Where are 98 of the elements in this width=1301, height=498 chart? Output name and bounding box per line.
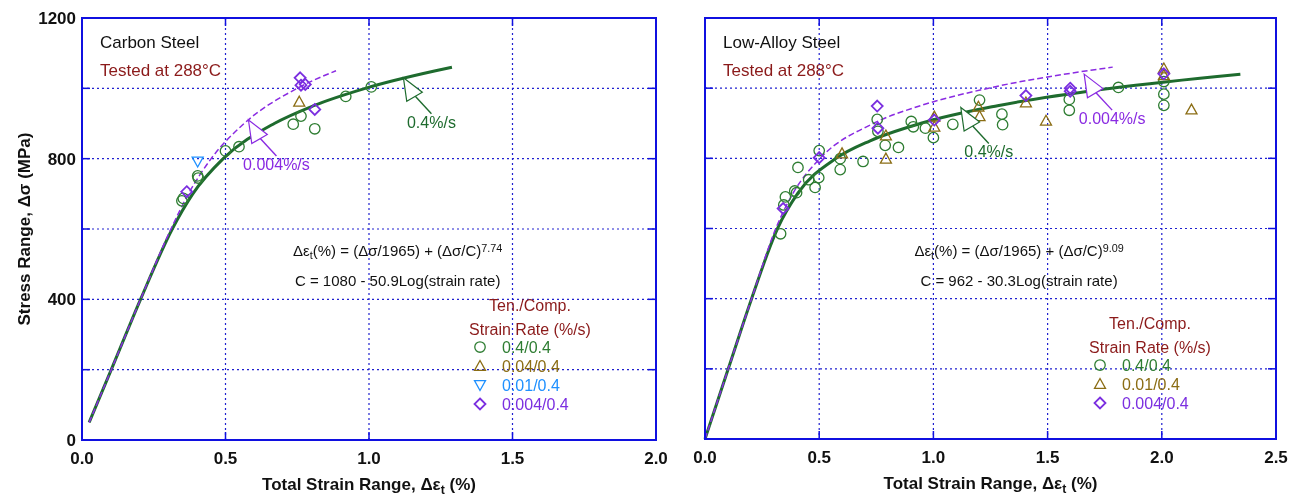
annotation: C = 1080 - 50.9Log(strain rate): [294, 272, 501, 290]
annotation: Carbon Steel: [100, 33, 200, 52]
legend-title: Ten./Comp. Strain Rate (%/s): [1089, 315, 1211, 356]
annotation: Tested at 288°C: [723, 61, 845, 80]
point: [287, 118, 300, 131]
point: [776, 202, 790, 215]
point: [294, 78, 308, 92]
point: [802, 173, 815, 186]
x-tick-label: 1.5: [500, 449, 525, 468]
annotation: Δε$_{t}$(%) = (Δσ/1965) + (Δσ/C)$^{7.74}$: [293, 242, 503, 262]
point: [892, 141, 905, 154]
point: [339, 90, 352, 103]
x-tick-label: 1.5: [1035, 448, 1060, 467]
point: [1157, 99, 1170, 112]
point: [365, 81, 378, 93]
point: [774, 227, 787, 240]
point: [919, 122, 932, 135]
annotation: Δε$_{t}$(%) = (Δσ/1965) + (Δσ/C)$^{9.09}$: [914, 241, 1124, 262]
point: [308, 122, 321, 135]
y-tick-label: 0: [66, 431, 76, 450]
point: [812, 171, 825, 184]
point: [219, 145, 232, 157]
point: [1039, 114, 1053, 126]
point: [1157, 75, 1170, 88]
x-tick-label: 0.5: [213, 449, 238, 468]
x-tick-label: 1.0: [921, 448, 946, 467]
point: [973, 94, 986, 106]
point: [870, 99, 884, 113]
point: [1185, 103, 1198, 115]
point: [1019, 89, 1033, 102]
point: [1019, 96, 1033, 108]
point: [834, 163, 847, 176]
point: [879, 129, 893, 141]
point: [996, 118, 1009, 131]
point: [871, 121, 885, 135]
annotation: C = 962 - 30.3Log(strain rate): [920, 271, 1118, 289]
point: [1157, 88, 1170, 101]
point: [928, 120, 941, 132]
point: [972, 100, 985, 112]
x-tick-label: 2.5: [1264, 448, 1288, 467]
point: [233, 140, 245, 153]
point: [777, 199, 790, 211]
annotation: 0.4%/s: [964, 143, 1014, 161]
point: [809, 181, 821, 194]
x-tick-label: 0.0: [70, 449, 94, 468]
x-tick-label: 0.0: [693, 448, 717, 467]
point: [293, 95, 306, 107]
y-tick-label: 400: [47, 290, 76, 310]
legend-title: Ten./Comp. Strain Rate (%/s): [469, 297, 591, 338]
point: [1063, 93, 1076, 106]
legend-label: 0.4/0.4: [502, 339, 552, 356]
point: [792, 161, 804, 174]
point: [779, 191, 792, 203]
annotation: 0.4%/s: [406, 113, 456, 131]
point: [812, 151, 826, 165]
point: [879, 152, 893, 164]
legend-label: 0.04/0.4: [502, 358, 560, 375]
point: [946, 118, 959, 131]
legend-label: 0.01/0.4: [1122, 376, 1180, 393]
point: [872, 125, 884, 138]
annotation: Low-Alloy Steel: [723, 33, 841, 52]
y-tick-label: 1200: [38, 9, 76, 28]
legend-label: 0.004/0.4: [1122, 395, 1189, 412]
x-axis-title: Total Strain Range, Δε$_{t}$ (%): [883, 474, 1098, 496]
point: [293, 71, 307, 85]
point: [308, 103, 322, 116]
legend-label: 0.004/0.4: [502, 396, 569, 413]
y-axis-title: Stress Range, Δσ (MPa): [15, 132, 34, 326]
point: [1157, 62, 1171, 74]
x-axis-title: Total Strain Range, Δε$_{t}$ (%): [262, 475, 476, 497]
point: [1112, 81, 1125, 94]
point: [996, 108, 1008, 120]
x-tick-label: 1.0: [357, 449, 381, 468]
annotation: Tested at 288°C: [100, 61, 222, 80]
y-tick-label: 800: [47, 149, 76, 169]
point: [835, 147, 849, 159]
point: [927, 113, 941, 127]
legend-label: 0.01/0.4: [502, 377, 560, 394]
x-tick-label: 0.5: [807, 448, 832, 467]
point: [907, 120, 920, 133]
x-tick-label: 2.0: [1149, 448, 1174, 467]
point: [295, 110, 307, 122]
point: [905, 115, 918, 128]
legend-label: 0.4/0.4: [1122, 357, 1172, 374]
point: [879, 139, 892, 152]
point: [180, 185, 194, 199]
x-tick-label: 2.0: [644, 449, 668, 468]
point: [928, 110, 941, 122]
point: [298, 78, 312, 91]
annotation: 0.004%/s: [1078, 110, 1146, 128]
point: [857, 155, 869, 168]
point: [1063, 104, 1076, 117]
point: [191, 156, 204, 168]
point: [834, 152, 847, 165]
point: [871, 113, 884, 126]
point: [813, 144, 826, 157]
point: [927, 131, 940, 144]
annotation: 0.004%/s: [243, 155, 310, 173]
